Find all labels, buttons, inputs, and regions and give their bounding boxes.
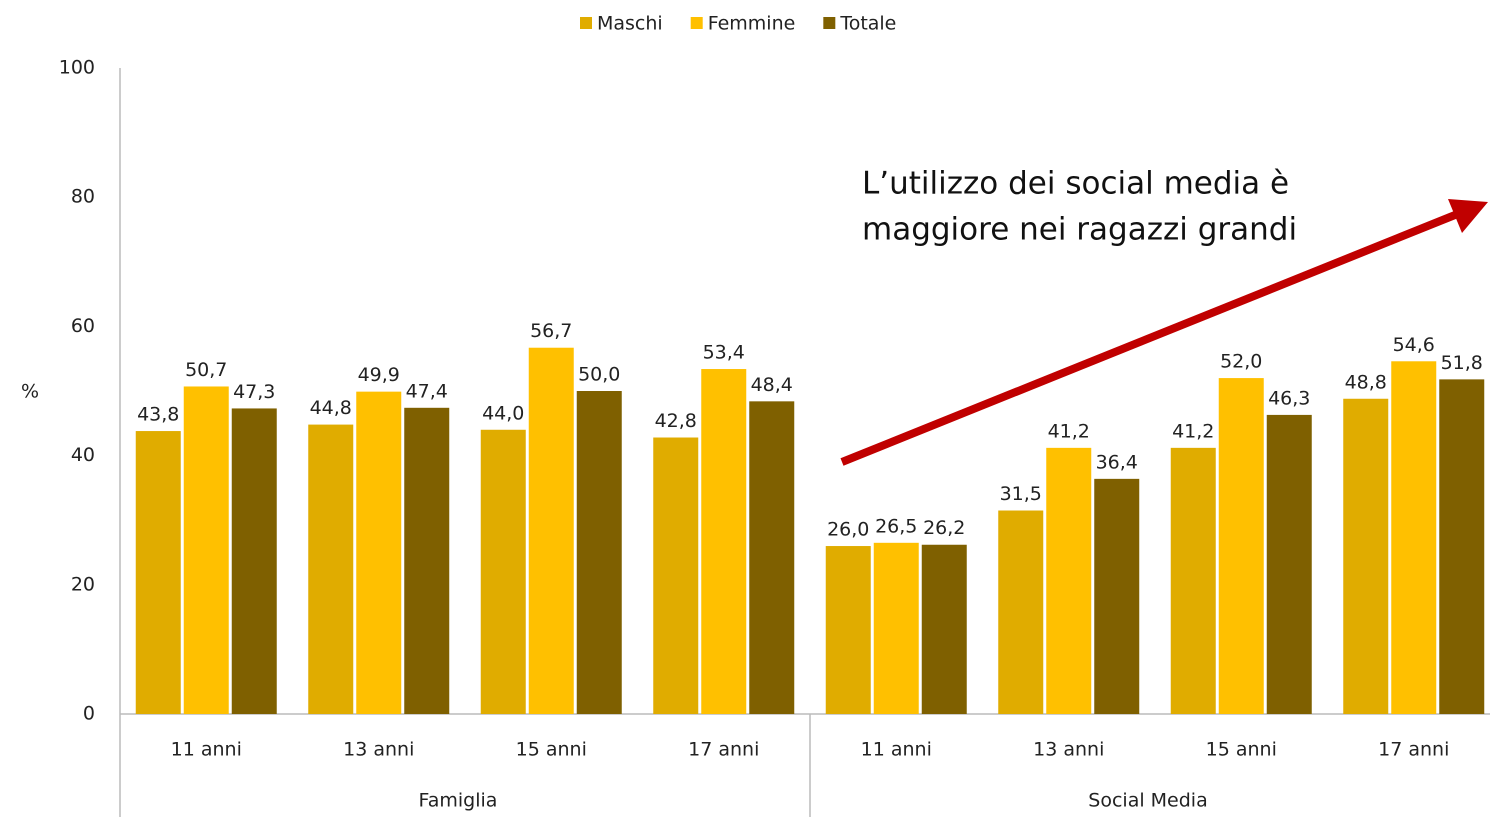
bar [308, 424, 354, 714]
y-axis-label: % [21, 381, 39, 403]
bar [576, 391, 622, 714]
legend-swatch [580, 17, 592, 29]
annotation-text: maggiore nei ragazzi grandi [862, 212, 1297, 248]
bar [1343, 398, 1389, 714]
value-label: 47,4 [406, 380, 448, 402]
x-tick-label: 15 anni [1206, 739, 1277, 761]
x-tick-label: 15 anni [516, 739, 587, 761]
x-tick-label: 17 anni [688, 739, 759, 761]
value-label: 47,3 [233, 381, 275, 403]
bar [1094, 478, 1140, 714]
x-tick-label: 13 anni [343, 739, 414, 761]
legend-label: Femmine [708, 13, 796, 35]
value-label: 48,4 [751, 374, 793, 396]
bar [1170, 447, 1216, 714]
bar [356, 391, 402, 714]
x-tick-label: 17 anni [1378, 739, 1449, 761]
value-label: 43,8 [137, 404, 179, 426]
x-tick-label: 13 anni [1033, 739, 1104, 761]
bar [404, 407, 450, 714]
value-label: 26,2 [923, 517, 965, 539]
value-label: 44,8 [310, 397, 352, 419]
value-label: 50,7 [185, 359, 227, 381]
bar [998, 510, 1044, 714]
bar [749, 401, 795, 714]
value-label: 36,4 [1096, 451, 1138, 473]
bar [1391, 361, 1437, 714]
annotation-arrowhead [1448, 199, 1488, 233]
y-tick-label: 40 [71, 444, 95, 466]
value-label: 49,9 [358, 364, 400, 386]
legend-label: Totale [839, 13, 896, 35]
value-label: 42,8 [655, 410, 697, 432]
value-label: 53,4 [703, 342, 745, 364]
value-label: 51,8 [1441, 352, 1483, 374]
bar [653, 437, 699, 714]
bar [921, 544, 967, 714]
value-label: 48,8 [1345, 371, 1387, 393]
x-tick-label: 11 anni [171, 739, 242, 761]
y-tick-label: 100 [59, 57, 95, 79]
value-label: 54,6 [1393, 334, 1435, 356]
bar [231, 408, 277, 714]
value-label: 31,5 [1000, 483, 1042, 505]
y-tick-label: 60 [71, 315, 95, 337]
annotation-text: L’utilizzo dei social media è [862, 166, 1289, 202]
bar [135, 431, 181, 714]
bar [183, 386, 229, 714]
value-label: 44,0 [482, 402, 524, 424]
legend-swatch [690, 17, 703, 29]
bar [1439, 379, 1485, 714]
value-label: 26,0 [827, 519, 869, 541]
x-tick-label: 11 anni [861, 739, 932, 761]
bar [825, 546, 871, 714]
bar [480, 429, 526, 714]
bar [1218, 378, 1264, 714]
value-label: 41,2 [1172, 420, 1214, 442]
value-label: 56,7 [530, 320, 572, 342]
bar [528, 347, 574, 714]
annotation-arrow [840, 211, 1457, 466]
value-label: 52,0 [1220, 351, 1262, 373]
y-tick-label: 80 [71, 186, 95, 208]
group-label: Social Media [1088, 790, 1207, 812]
y-tick-label: 20 [71, 573, 95, 595]
value-label: 26,5 [875, 515, 917, 537]
bar [1266, 414, 1312, 714]
value-label: 46,3 [1268, 387, 1310, 409]
bar [873, 542, 919, 714]
bar [701, 369, 747, 714]
value-label: 41,2 [1048, 420, 1090, 442]
y-tick-label: 0 [83, 703, 95, 725]
legend-swatch [823, 17, 836, 29]
value-label: 50,0 [578, 364, 620, 386]
legend-label: Maschi [597, 13, 663, 35]
group-label: Famiglia [419, 790, 498, 812]
bar [1046, 447, 1092, 714]
